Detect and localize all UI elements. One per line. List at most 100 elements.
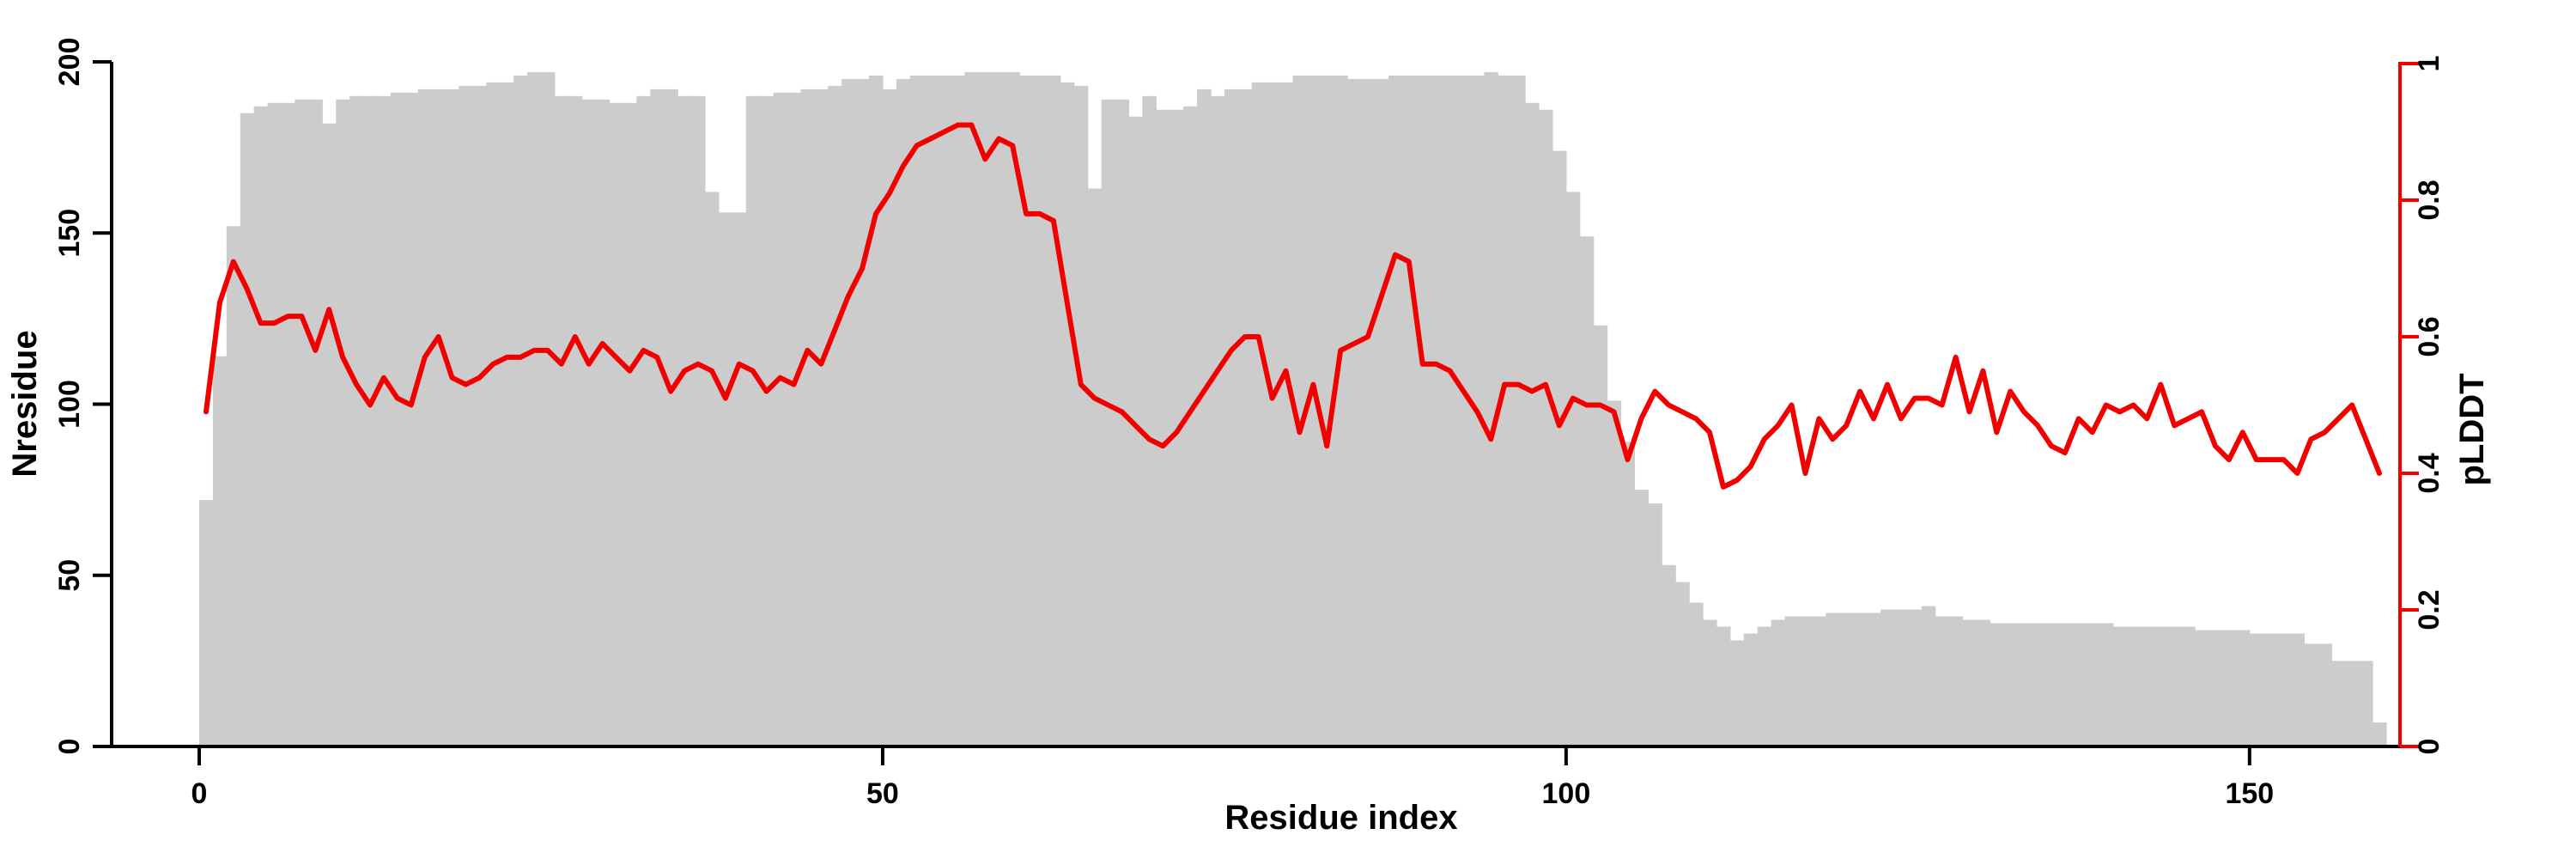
bar-residue-104	[1607, 400, 1622, 746]
bar-residue-129	[1948, 616, 1964, 746]
bar-residue-120	[1826, 612, 1840, 746]
right-y-axis-ticks: 0 0.2 0.4 0.6 0.8 1	[2400, 56, 2445, 755]
plddt-polyline	[204, 122, 2382, 490]
x-axis: 0 50 100 150 Residue index	[112, 745, 2411, 837]
bar-residue-100	[1552, 150, 1567, 747]
bar-residue-63	[1046, 75, 1061, 746]
bar-residue-71	[1156, 109, 1170, 747]
bar-residue-59	[992, 71, 1006, 746]
bar-residue-138	[2071, 623, 2087, 746]
bar-residue-143	[2140, 626, 2154, 746]
bar-residue-11	[336, 99, 350, 747]
right-tick-label-0.6: 0.6	[2413, 316, 2445, 356]
bar-residue-34	[650, 88, 665, 746]
bar-residue-16	[404, 92, 419, 747]
bar-residue-87	[1375, 78, 1389, 747]
right-tick-label-0: 0	[2413, 739, 2445, 755]
bar-residue-76	[1224, 88, 1239, 746]
left-tick-label-100: 100	[53, 380, 86, 429]
bar-residue-10	[322, 123, 337, 747]
bar-residue-142	[2126, 626, 2142, 746]
bar-residue-60	[1005, 71, 1020, 746]
bar-residue-2	[212, 356, 228, 746]
bar-residue-20	[459, 85, 473, 746]
bar-residue-82	[1306, 75, 1321, 746]
bar-residue-103	[1593, 325, 1608, 746]
bar-residue-153	[2276, 633, 2292, 746]
bar-residue-6	[267, 102, 283, 746]
bar-residue-137	[2057, 623, 2073, 746]
bar-residue-42	[759, 95, 775, 747]
bar-residue-145	[2167, 626, 2182, 746]
left-tick-label-150: 150	[53, 209, 86, 258]
bar-residue-73	[1183, 106, 1198, 747]
bar-residue-128	[1935, 616, 1950, 746]
bar-residue-130	[1962, 619, 1978, 746]
bar-residue-77	[1237, 88, 1253, 746]
bar-residue-30	[595, 99, 611, 747]
bar-residue-17	[417, 88, 433, 746]
bar-residue-15	[390, 92, 405, 747]
bar-residue-88	[1388, 75, 1403, 746]
bar-residue-110	[1689, 602, 1704, 746]
bar-residue-35	[664, 88, 678, 746]
right-y-axis: 0 0.2 0.4 0.6 0.8 1 pLDDT	[2398, 56, 2491, 755]
bar-residue-40	[732, 212, 747, 747]
bar-residue-64	[1060, 82, 1075, 746]
bar-residue-51	[882, 88, 897, 746]
bar-residue-154	[2290, 633, 2306, 746]
bar-residue-13	[363, 95, 378, 747]
bar-residue-33	[636, 95, 651, 747]
bar-residue-152	[2263, 633, 2278, 746]
right-tick-label-1: 1	[2413, 56, 2445, 72]
bar-residue-146	[2181, 626, 2196, 746]
bar-residue-122	[1853, 612, 1868, 746]
bar-residue-44	[787, 92, 802, 747]
left-tick-label-0: 0	[53, 739, 86, 755]
bar-residue-99	[1539, 109, 1553, 747]
bar-residue-21	[472, 85, 487, 746]
bar-residue-25	[527, 71, 542, 746]
x-tick-label-0: 0	[191, 777, 208, 810]
bar-residue-126	[1907, 609, 1923, 746]
x-tick-label-100: 100	[1542, 777, 1591, 810]
bar-residue-67	[1101, 99, 1116, 747]
nresidue-bars	[199, 71, 2387, 747]
bar-residue-55	[937, 75, 952, 746]
bar-residue-149	[2221, 630, 2237, 746]
right-y-axis-title: pLDDT	[2453, 373, 2491, 485]
bar-residue-139	[2085, 623, 2100, 746]
bar-residue-158	[2345, 661, 2360, 747]
bar-residue-125	[1893, 609, 1909, 746]
bar-residue-41	[745, 95, 761, 747]
bar-residue-133	[2003, 623, 2018, 746]
bar-residue-117	[1784, 616, 1800, 746]
bar-residue-108	[1662, 564, 1676, 746]
bar-residue-124	[1880, 609, 1895, 746]
bar-residue-19	[445, 88, 460, 746]
bar-residue-53	[909, 75, 925, 746]
bar-residue-62	[1033, 75, 1048, 746]
bar-residue-83	[1320, 75, 1334, 746]
bar-residue-84	[1334, 75, 1348, 746]
bar-residue-22	[486, 82, 501, 746]
bar-residue-1	[199, 500, 214, 746]
x-axis-title: Residue index	[1224, 799, 1457, 837]
bar-residue-131	[1976, 619, 1990, 746]
bar-residue-97	[1511, 75, 1526, 746]
bar-residue-112	[1716, 626, 1731, 746]
bar-residue-49	[855, 78, 870, 747]
bar-residue-114	[1743, 633, 1759, 746]
left-y-axis-ticks: 0 50 100 150 200	[53, 38, 112, 755]
bar-residue-24	[513, 75, 528, 746]
bar-residue-18	[431, 88, 447, 746]
bar-residue-140	[2099, 623, 2114, 746]
bar-residue-93	[1456, 75, 1472, 746]
bar-residue-101	[1565, 192, 1581, 746]
bar-residue-148	[2208, 630, 2223, 746]
bar-residue-159	[2359, 661, 2373, 747]
bar-residue-157	[2331, 661, 2346, 747]
bar-residue-48	[841, 78, 856, 747]
bar-residue-147	[2195, 630, 2209, 746]
